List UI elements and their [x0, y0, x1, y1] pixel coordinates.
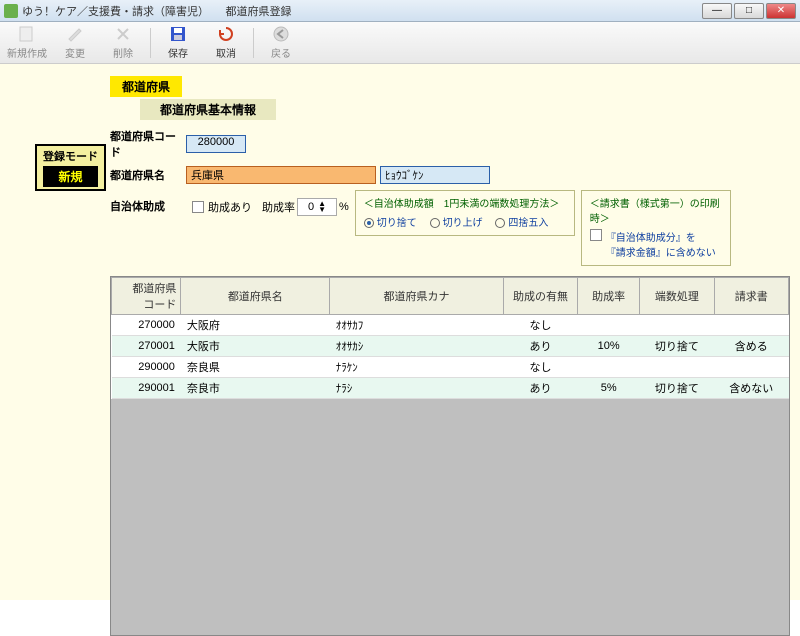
- th-hasu[interactable]: 端数処理: [640, 278, 714, 315]
- mode-label: 登録モード: [43, 148, 98, 164]
- cancel-icon: [216, 25, 236, 43]
- th-name[interactable]: 都道府県名: [181, 278, 330, 315]
- titlebar: ゆう！ケア／支援費・請求（障害児） 都道府県登録 — □ ✕: [0, 0, 800, 22]
- toolbar: 新規作成 変更 削除 保存 取消 戻る: [0, 22, 800, 64]
- table-row[interactable]: 290001奈良市ﾅﾗｼあり5%切り捨て含めない: [112, 378, 789, 399]
- toolbar-sep: [150, 28, 151, 58]
- rate-unit: %: [339, 201, 349, 213]
- th-rate[interactable]: 助成率: [578, 278, 640, 315]
- bill-checkbox[interactable]: [590, 229, 602, 241]
- section-title: 都道府県: [110, 76, 182, 97]
- new-button[interactable]: 新規作成: [4, 24, 50, 62]
- table-row[interactable]: 270001大阪市ｵｵｻｶｼあり10%切り捨て含める: [112, 336, 789, 357]
- section-subtitle: 都道府県基本情報: [140, 99, 276, 120]
- back-label: 戻る: [271, 45, 291, 60]
- delete-button[interactable]: 削除: [100, 24, 146, 62]
- th-umu[interactable]: 助成の有無: [503, 278, 577, 315]
- back-icon: [271, 25, 291, 43]
- new-label: 新規作成: [7, 45, 47, 60]
- round-up-label: 切り上げ: [443, 218, 483, 229]
- name-label: 都道府県名: [110, 167, 186, 183]
- delete-label: 削除: [113, 45, 133, 60]
- round-down-label: 切り捨て: [377, 218, 417, 229]
- code-input[interactable]: 280000: [186, 135, 246, 153]
- round-down-radio[interactable]: [364, 218, 374, 228]
- maximize-button[interactable]: □: [734, 3, 764, 19]
- rounding-group: ＜自治体助成額 1円未満の端数処理方法＞ 切り捨て 切り上げ 四捨五入: [355, 190, 575, 236]
- content-area: 登録モード 新規 都道府県 都道府県基本情報 都道府県コード 280000 都道…: [0, 64, 800, 600]
- save-label: 保存: [168, 45, 188, 60]
- new-icon: [17, 25, 37, 43]
- bill-title: ＜請求書（様式第一）の印刷時＞: [590, 195, 722, 225]
- window-title: ゆう！ケア／支援費・請求（障害児） 都道府県登録: [22, 3, 702, 19]
- back-button[interactable]: 戻る: [258, 24, 304, 62]
- rate-label: 助成率: [262, 199, 295, 215]
- cancel-label: 取消: [216, 45, 236, 60]
- bill-group: ＜請求書（様式第一）の印刷時＞ 『自治体助成分』を 『請求金額』に含めない: [581, 190, 731, 266]
- th-bill[interactable]: 請求書: [714, 278, 788, 315]
- bill-chk-label: 『自治体助成分』を 『請求金額』に含めない: [606, 229, 716, 259]
- edit-label: 変更: [65, 45, 85, 60]
- josei-checkbox[interactable]: [192, 201, 204, 213]
- mode-value: 新規: [43, 166, 98, 187]
- code-label: 都道府県コード: [110, 128, 186, 160]
- rate-input[interactable]: 0▲▼: [297, 198, 337, 216]
- kana-input[interactable]: ﾋｮｳｺﾞｹﾝ: [380, 166, 490, 184]
- round-half-radio[interactable]: [495, 218, 505, 228]
- table-row[interactable]: 270000大阪府ｵｵｻｶﾌなし: [112, 315, 789, 336]
- rounding-title: ＜自治体助成額 1円未満の端数処理方法＞: [364, 195, 566, 210]
- save-button[interactable]: 保存: [155, 24, 201, 62]
- cancel-button[interactable]: 取消: [203, 24, 249, 62]
- round-up-radio[interactable]: [430, 218, 440, 228]
- save-icon: [168, 25, 188, 43]
- edit-icon: [65, 25, 85, 43]
- delete-icon: [113, 25, 133, 43]
- mode-box: 登録モード 新規: [35, 144, 106, 191]
- minimize-button[interactable]: —: [702, 3, 732, 19]
- name-input[interactable]: 兵庫県: [186, 166, 376, 184]
- app-icon: [4, 4, 18, 18]
- data-table: 都道府県 コード 都道府県名 都道府県カナ 助成の有無 助成率 端数処理 請求書…: [110, 276, 790, 636]
- edit-button[interactable]: 変更: [52, 24, 98, 62]
- close-button[interactable]: ✕: [766, 3, 796, 19]
- th-kana[interactable]: 都道府県カナ: [330, 278, 504, 315]
- josei-label: 自治体助成: [110, 190, 186, 214]
- round-half-label: 四捨五入: [508, 218, 548, 229]
- toolbar-sep2: [253, 28, 254, 58]
- th-code[interactable]: 都道府県 コード: [112, 278, 181, 315]
- table-row[interactable]: 290000奈良県ﾅﾗｹﾝなし: [112, 357, 789, 378]
- josei-chk-label: 助成あり: [208, 199, 252, 215]
